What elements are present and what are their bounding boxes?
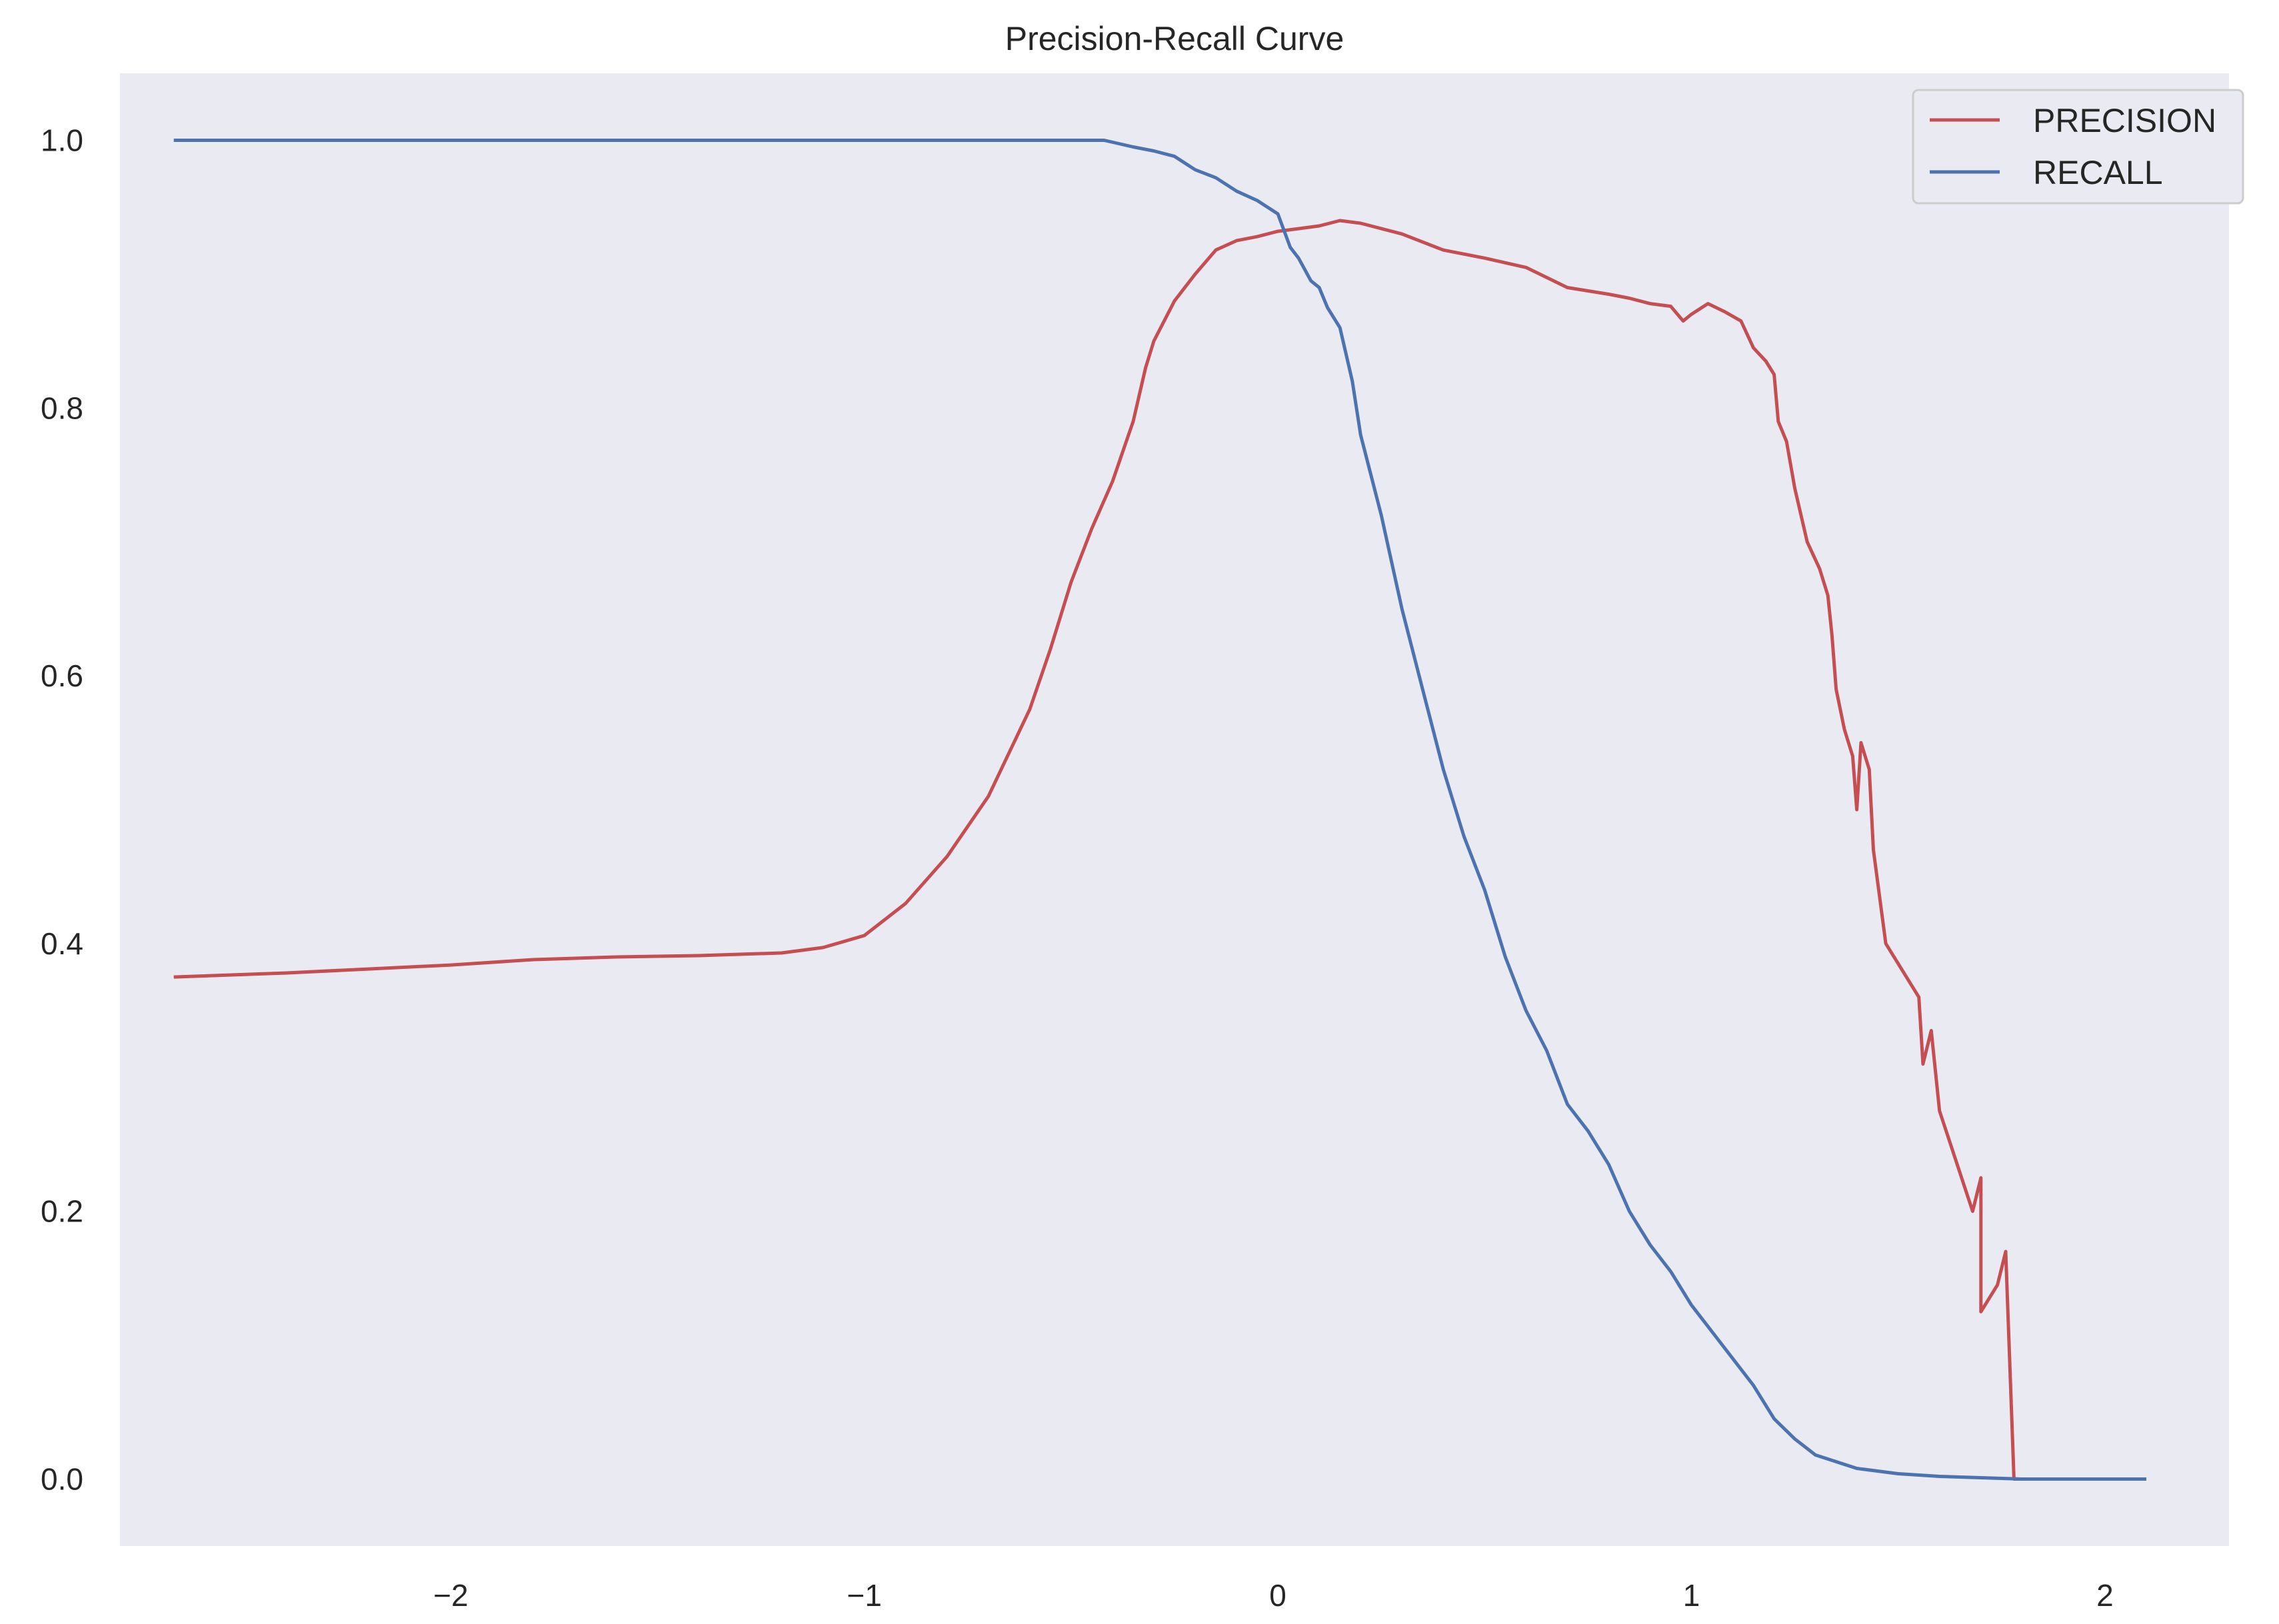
x-tick-label: −2 [433, 1578, 468, 1613]
y-tick-label: 0.8 [41, 391, 83, 425]
x-tick-label: 2 [2096, 1578, 2114, 1613]
legend-label-recall: RECALL [2033, 154, 2163, 191]
x-tick-label: 0 [1269, 1578, 1286, 1613]
legend-label-precision: PRECISION [2033, 102, 2216, 139]
precision-line [173, 219, 2146, 1481]
x-tick-label: −1 [847, 1578, 881, 1613]
y-tick-label: 0.4 [41, 926, 83, 961]
chart-title: Precision-Recall Curve [1005, 20, 1344, 57]
y-tick-label: 0.2 [41, 1194, 83, 1229]
legend: PRECISION RECALL [1912, 89, 2244, 205]
y-tick-label: 0.6 [41, 658, 83, 693]
plot-area [120, 73, 2229, 1546]
recall-line [173, 139, 2146, 1481]
x-tick-label: 1 [1683, 1578, 1700, 1613]
y-tick-label: 0.0 [41, 1462, 83, 1497]
y-axis-ticks: 0.0 0.2 0.4 0.6 0.8 1.0 [41, 123, 83, 1496]
series-lines [173, 139, 2146, 1481]
x-axis-ticks: −2 −1 0 1 2 [433, 1578, 2114, 1613]
y-tick-label: 1.0 [41, 123, 83, 157]
